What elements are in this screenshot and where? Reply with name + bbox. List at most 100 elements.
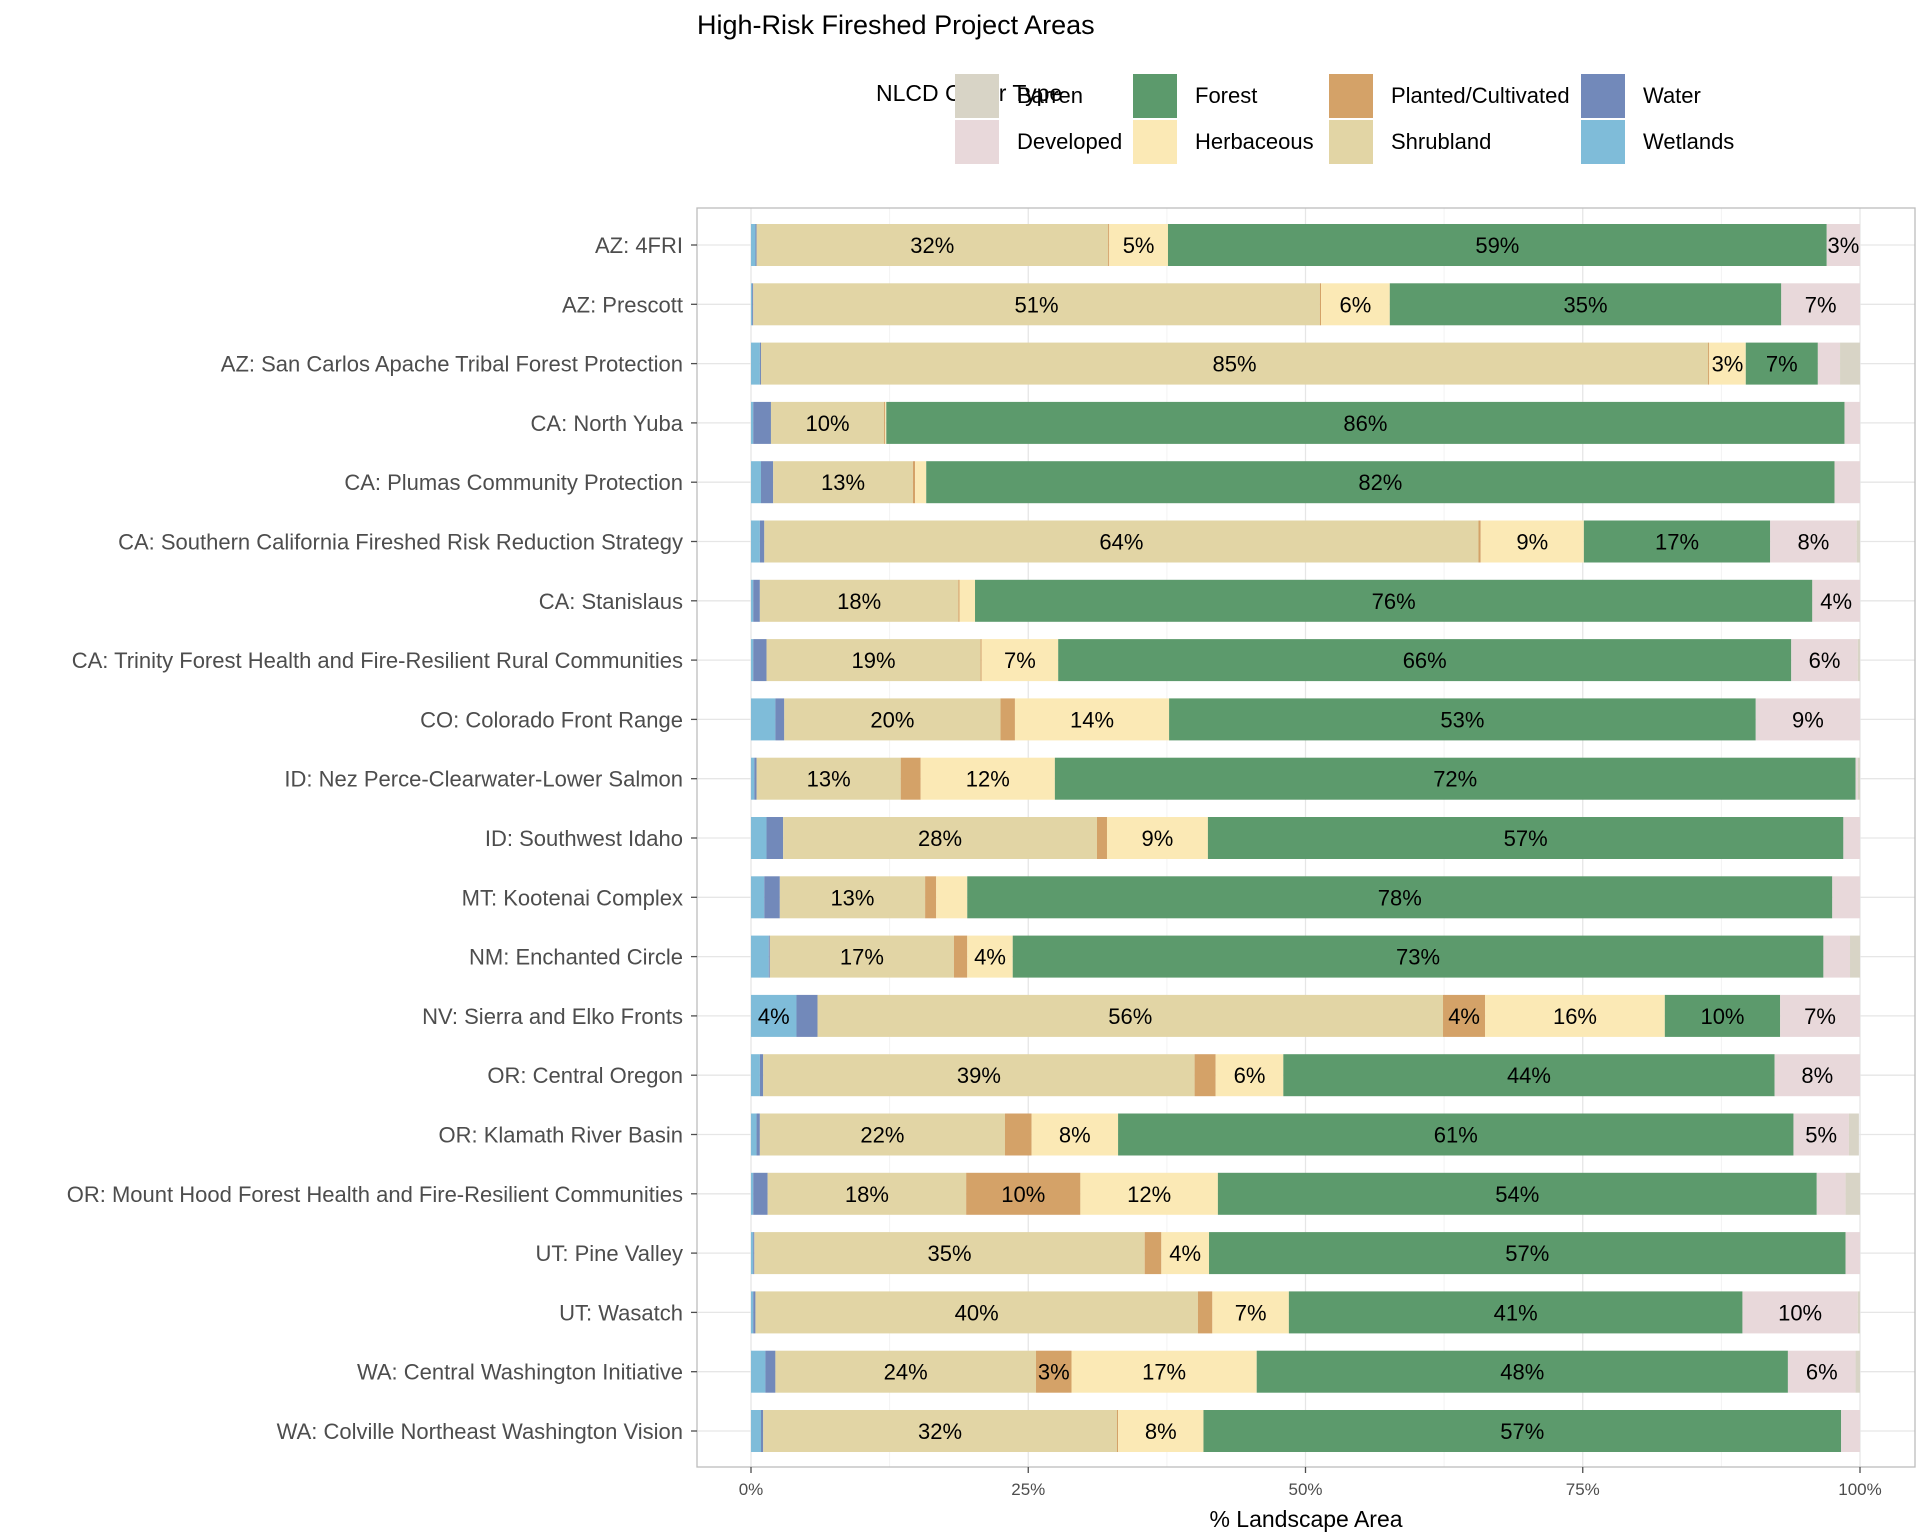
- data-label: 4%: [1169, 1241, 1201, 1266]
- bar-segment: [1857, 1291, 1860, 1334]
- data-label: 64%: [1099, 530, 1143, 555]
- bar-segment: [1012, 935, 1824, 978]
- bar-segment: [753, 1172, 768, 1215]
- bar-segment: [751, 342, 760, 385]
- data-label: 3%: [1827, 233, 1859, 258]
- bar-segment: [1080, 1172, 1218, 1215]
- bar-segment: [1031, 1113, 1119, 1156]
- data-label: 19%: [852, 648, 896, 673]
- bar-segment: [751, 1113, 757, 1156]
- legend-entry-planted-cultivated: Planted/Cultivated: [1329, 74, 1570, 118]
- legend-key: [1329, 74, 1373, 118]
- legend-entry-water: Water: [1581, 74, 1701, 118]
- bar-segment: [1857, 639, 1860, 682]
- bar-segment: [1217, 1172, 1817, 1215]
- bar-segment: [1832, 876, 1860, 919]
- data-label: 9%: [1792, 707, 1824, 732]
- bar-segment: [1742, 1291, 1858, 1334]
- data-label: 3%: [1038, 1360, 1070, 1385]
- y-tick-label: CA: Southern California Fireshed Risk Re…: [118, 530, 683, 555]
- bar-segment: [775, 1350, 1037, 1393]
- bar-segment: [751, 283, 753, 326]
- bar-segment: [753, 1291, 756, 1334]
- data-label: 5%: [1123, 233, 1155, 258]
- bar-segment: [1004, 1113, 1032, 1156]
- bar-segment: [751, 639, 754, 682]
- data-label: 41%: [1494, 1300, 1538, 1325]
- bar-segment: [1844, 401, 1860, 444]
- bar-segment: [1834, 461, 1860, 504]
- bar-segment: [751, 994, 797, 1037]
- bar-segment: [796, 994, 818, 1037]
- bar-segment: [751, 876, 765, 919]
- data-label: 17%: [840, 945, 884, 970]
- bar-segment: [756, 224, 1109, 266]
- data-label: 32%: [918, 1419, 962, 1444]
- legend-entry-forest: Forest: [1133, 74, 1257, 118]
- bar-segment: [1856, 520, 1860, 563]
- bar-segment: [1787, 1350, 1856, 1393]
- bar-segment: [1194, 1054, 1216, 1097]
- data-label: 13%: [830, 885, 874, 910]
- bar-segment: [925, 876, 937, 919]
- y-tick-label: ID: Southwest Idaho: [485, 826, 683, 851]
- bar-segment: [753, 283, 1320, 326]
- bar-segment: [1845, 1232, 1860, 1275]
- legend-label: Forest: [1195, 83, 1258, 108]
- bar-segment: [756, 757, 901, 800]
- bar-segment: [760, 342, 1709, 385]
- bar-segment: [1855, 757, 1858, 800]
- bar-segment: [754, 1232, 1145, 1275]
- data-label: 12%: [1127, 1182, 1171, 1207]
- x-axis-title: % Landscape Area: [1209, 1506, 1402, 1532]
- bar-segment: [1850, 935, 1860, 978]
- bar-segment: [1321, 283, 1390, 326]
- data-label: 59%: [1475, 233, 1519, 258]
- bar-segment: [753, 1232, 755, 1275]
- bar-segment: [1480, 520, 1584, 563]
- legend-key: [1133, 74, 1177, 118]
- data-label: 57%: [1500, 1419, 1544, 1444]
- bar-segment: [1319, 283, 1322, 326]
- data-label: 57%: [1504, 826, 1548, 851]
- data-label: 76%: [1372, 589, 1416, 614]
- legend-label: Shrubland: [1391, 129, 1492, 154]
- data-label: 16%: [1553, 1004, 1597, 1029]
- data-label: 85%: [1213, 352, 1257, 377]
- bar-segment: [759, 579, 959, 622]
- y-tick-label: CA: Stanislaus: [539, 589, 683, 614]
- bar-segment: [1197, 1291, 1213, 1334]
- data-label: 86%: [1343, 411, 1387, 436]
- bar-segment: [1857, 757, 1860, 800]
- data-label: 17%: [1655, 530, 1699, 555]
- legend-label: Planted/Cultivated: [1391, 83, 1570, 108]
- bar-segment: [1209, 1232, 1846, 1275]
- bar-segment: [1071, 1350, 1257, 1393]
- legend-label: Water: [1643, 83, 1701, 108]
- data-label: 9%: [1142, 826, 1174, 851]
- data-label: 66%: [1403, 648, 1447, 673]
- bar-segment: [751, 1350, 766, 1393]
- bar-segment: [1109, 224, 1168, 266]
- bar-segment: [759, 342, 761, 385]
- y-tick-label: AZ: Prescott: [562, 292, 683, 317]
- bar-segment: [770, 401, 885, 444]
- data-label: 32%: [910, 233, 954, 258]
- bar-segment: [1215, 1054, 1284, 1097]
- data-label: 9%: [1516, 530, 1548, 555]
- legend-key: [955, 120, 999, 164]
- data-label: 14%: [1070, 707, 1114, 732]
- data-label: 6%: [1806, 1360, 1838, 1385]
- data-label: 72%: [1433, 767, 1477, 792]
- data-label: 6%: [1809, 648, 1841, 673]
- bar-segment: [769, 935, 954, 978]
- data-label: 3%: [1712, 352, 1744, 377]
- data-label: 35%: [927, 1241, 971, 1266]
- bar-segment: [1106, 817, 1208, 859]
- bar-segment: [751, 698, 776, 741]
- bar-segment: [1755, 698, 1860, 741]
- bar-segment: [751, 1410, 761, 1452]
- bar-segment: [768, 935, 770, 978]
- y-tick-label: WA: Central Washington Initiative: [357, 1360, 683, 1385]
